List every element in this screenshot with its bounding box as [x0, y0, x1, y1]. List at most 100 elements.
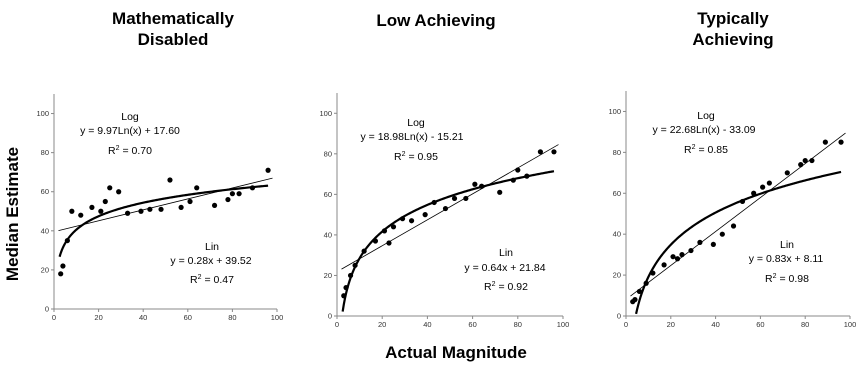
lin-fit-equation: y = 0.64x + 21.84	[464, 262, 545, 274]
log-fit-label: Log	[407, 117, 425, 129]
x-tick-label: 80	[228, 313, 236, 322]
y-tick-label: 100	[36, 109, 49, 118]
y-tick-label: 100	[608, 107, 621, 116]
data-point	[347, 272, 354, 279]
log-fit-equation: y = 22.68Ln(x) - 33.09	[652, 124, 755, 136]
data-point	[650, 270, 656, 276]
lin-fit-equation: y = 0.28x + 39.52	[170, 255, 251, 267]
x-tick-label: 0	[624, 320, 628, 329]
y-tick-label: 20	[324, 271, 332, 280]
x-tick-label: 100	[271, 313, 284, 322]
data-point	[343, 285, 349, 291]
data-point	[399, 216, 406, 222]
y-tick-label: 80	[613, 148, 621, 157]
x-tick-label: 60	[468, 320, 476, 329]
data-point	[194, 185, 200, 191]
y-tick-label: 40	[41, 226, 49, 235]
data-point	[147, 206, 153, 212]
x-tick-label: 40	[423, 320, 431, 329]
data-point	[138, 208, 144, 214]
data-point	[524, 173, 530, 179]
chart-title-line: Mathematically	[112, 9, 234, 28]
lin-fit-equation: y = 0.83x + 8.11	[749, 253, 824, 265]
x-tick-label: 80	[514, 320, 522, 329]
data-point	[78, 212, 84, 218]
y-tick-label: 0	[45, 305, 49, 314]
x-tick-label: 60	[756, 320, 764, 329]
y-axis-label: Median Estimate	[3, 147, 22, 281]
data-point	[124, 210, 131, 216]
y-tick-label: 60	[41, 187, 49, 196]
chart-title-line: Low Achieving	[376, 11, 495, 30]
linear-fit-line	[58, 177, 273, 232]
y-tick-label: 20	[41, 265, 49, 274]
data-point	[187, 198, 193, 205]
data-point	[352, 262, 358, 268]
x-axis-label: Actual Magnitude	[385, 343, 527, 362]
data-point	[341, 293, 347, 299]
y-tick-label: 0	[328, 312, 332, 321]
chart-title-line: Achieving	[692, 30, 773, 49]
data-point	[265, 167, 271, 173]
data-point	[408, 218, 415, 224]
data-point	[798, 162, 804, 168]
lin-fit-label: Lin	[780, 239, 794, 251]
data-point	[838, 139, 844, 145]
x-tick-label: 0	[52, 313, 56, 322]
lin-fit-label: Lin	[499, 247, 513, 259]
lin-fit-r-squared: R2 = 0.47	[190, 274, 234, 286]
data-point	[178, 204, 184, 210]
data-point	[225, 196, 231, 203]
data-point	[674, 256, 681, 262]
data-point	[98, 208, 104, 214]
y-tick-label: 100	[319, 109, 332, 118]
data-point	[822, 139, 828, 145]
lin-fit-r-squared: R2 = 0.92	[484, 281, 528, 293]
data-point	[688, 247, 694, 254]
data-point	[167, 177, 173, 183]
data-point	[249, 185, 256, 191]
data-point	[472, 181, 478, 187]
data-point	[422, 212, 428, 218]
y-tick-label: 40	[324, 230, 332, 239]
data-point	[802, 157, 808, 164]
lin-fit-r-squared: R2 = 0.98	[765, 273, 809, 285]
log-fit-label: Log	[697, 110, 715, 122]
linear-fit-line	[630, 132, 846, 297]
data-point	[107, 185, 113, 191]
data-point	[497, 189, 503, 195]
y-tick-label: 80	[41, 148, 49, 157]
data-point	[211, 202, 218, 209]
data-point	[372, 238, 379, 244]
data-point	[679, 252, 685, 258]
x-tick-label: 100	[844, 320, 857, 329]
y-tick-label: 20	[613, 271, 621, 280]
data-point	[229, 191, 235, 197]
data-point	[710, 241, 716, 248]
data-point	[236, 191, 242, 197]
data-point	[479, 183, 485, 189]
y-tick-label: 60	[613, 189, 621, 198]
data-point	[89, 204, 95, 210]
data-point	[158, 206, 164, 212]
log-fit-curve	[341, 170, 555, 312]
data-point	[451, 195, 458, 202]
data-point	[537, 149, 544, 155]
data-point	[381, 228, 388, 234]
data-point	[739, 198, 746, 205]
data-point	[760, 184, 766, 190]
x-tick-label: 40	[139, 313, 147, 322]
chart-3: Typically Achieving 0 20 40 60 80 100 0 20 40 60 80 1…	[608, 9, 856, 329]
data-point	[751, 190, 757, 196]
log-fit-curve	[635, 170, 842, 315]
chart-title-line: Disabled	[138, 30, 209, 49]
data-point	[463, 195, 469, 202]
data-point	[719, 231, 725, 237]
x-tick-label: 80	[801, 320, 809, 329]
log-fit-equation: y = 9.97Ln(x) + 17.60	[80, 125, 180, 137]
data-point	[442, 205, 449, 212]
log-fit-curve	[58, 184, 269, 258]
data-point	[102, 198, 108, 205]
